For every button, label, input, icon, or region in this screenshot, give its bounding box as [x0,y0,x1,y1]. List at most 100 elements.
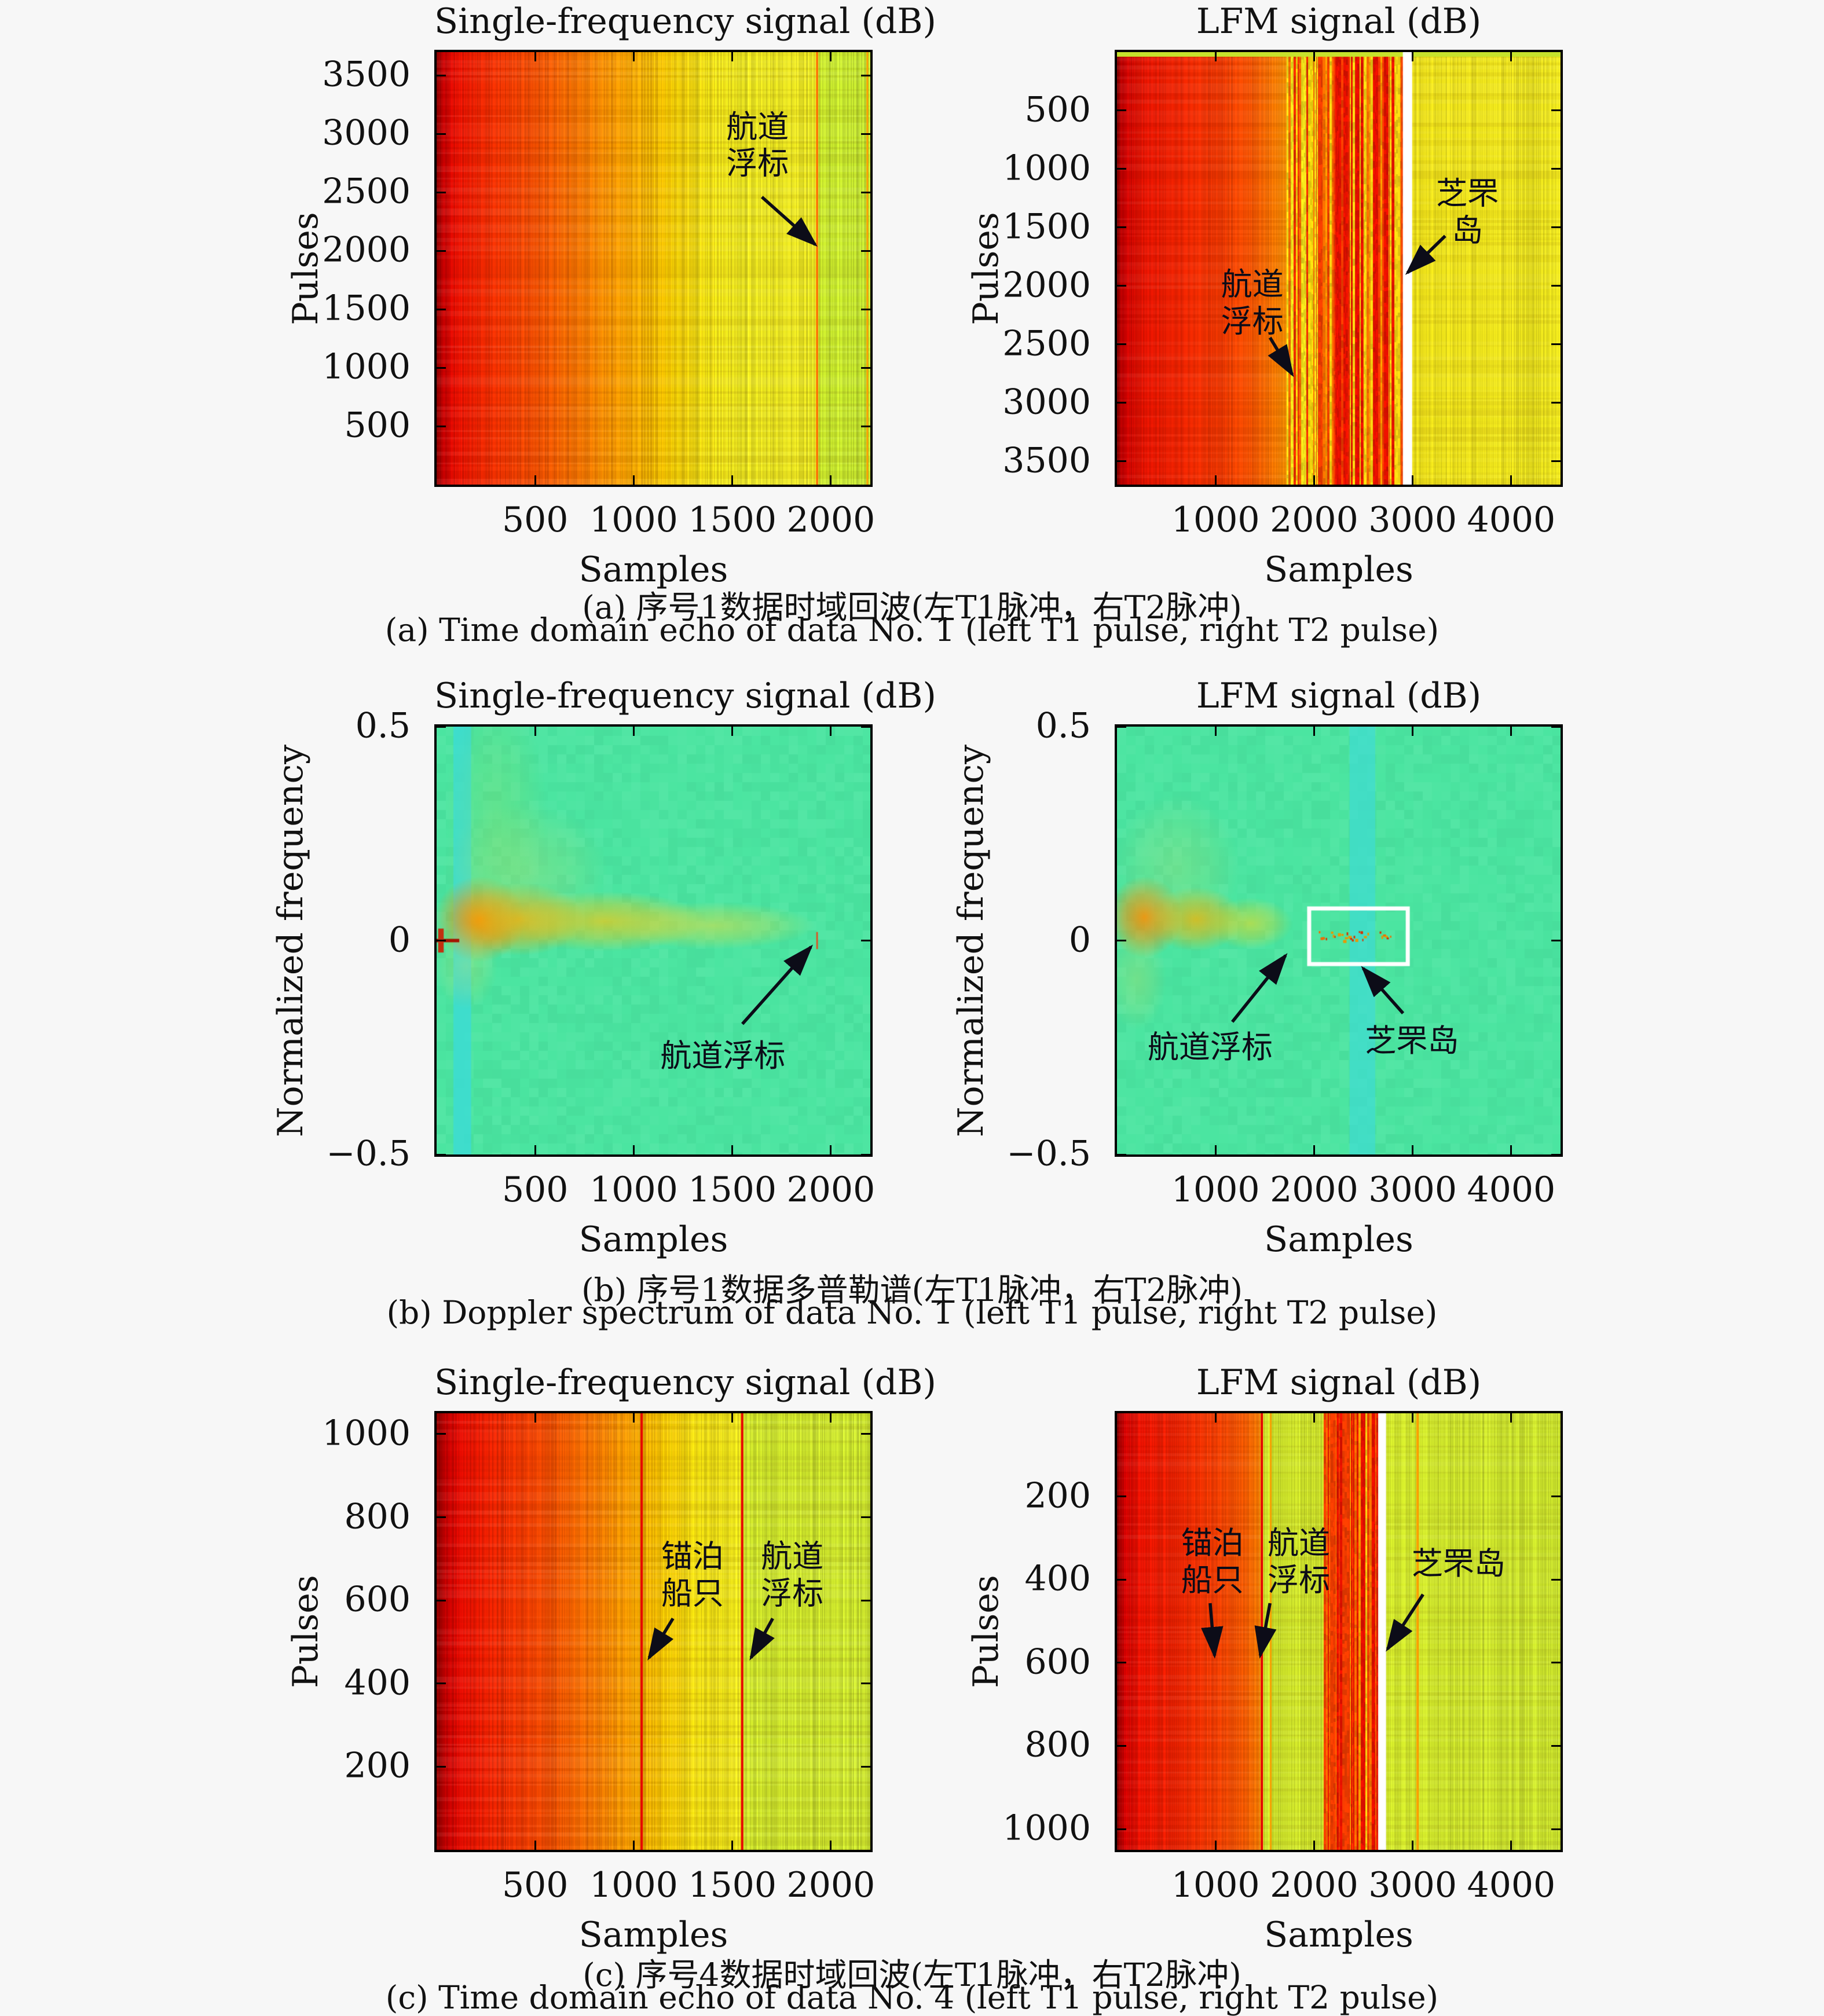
plot-area: 1000 2000 3000 4000 500 1000 1500 2000 2500 3000 3… [1002,50,1563,540]
plot-area: 1000 2000 3000 4000 200 400 600 800 1000 锚泊 船只 航道 … [1002,1411,1563,1905]
annotation-label: 芝罘岛 [1365,1022,1459,1060]
y-tick-label: 1000 [1002,148,1091,189]
y-tick-mark [1117,226,1126,229]
x-tick-mark [830,1145,832,1154]
x-tick-label: 4000 [1467,1170,1556,1210]
annotation-arrow [1361,966,1405,1014]
annotation-label: 芝罘岛 [1436,175,1499,249]
x-tick-mark [534,475,536,485]
y-tick-mark [1117,1153,1126,1156]
subplot-b-left-single-frequency: Single-frequency signal (dB) Normalized … [270,676,936,1260]
annotation-arrow [741,944,814,1025]
x-tick-label: 1000 [589,1865,678,1905]
caption-a-chinese: (a) 序号1数据时域回波(左T1脉冲，右T2脉冲) [582,589,1242,626]
annotation-arrow-layer [1231,953,1405,1023]
x-tick-mark [1412,475,1414,485]
plot-area: 1000 2000 3000 4000 0.5 0 −0.5 航道浮标 芝罘岛 [1006,706,1563,1210]
x-tick-label: 1000 [589,1170,678,1210]
y-tick-mark [437,1516,446,1519]
heatmap-canvas [437,727,870,1154]
subplot-c-right-lfm: LFM signal (dB) Pulses 1000 2000 3000 4000 2… [966,1362,1563,1955]
x-tick-label: 2000 [1270,1865,1358,1905]
y-tick-label: 800 [1024,1725,1091,1766]
x-tick-mark [534,1145,536,1154]
y-tick-mark [1117,1828,1126,1830]
annotation-arrow [749,1618,775,1661]
x-tick-mark [1214,727,1217,736]
y-tick-mark [1551,1744,1561,1747]
y-tick-mark [437,725,446,728]
y-tick-mark [1551,285,1561,287]
y-tick-label: 3000 [322,112,411,153]
subplot-a-right-lfm: LFM signal (dB) Pulses 1000 2000 3000 4000 5… [966,1,1563,590]
x-tick-mark [1510,52,1512,61]
y-tick-mark [861,725,870,728]
y-tick-mark [1551,168,1561,170]
y-tick-mark [1117,725,1126,728]
x-tick-label: 500 [501,500,569,540]
subplot-c-left-single-frequency: Single-frequency signal (dB) Pulses 500 1… [285,1362,936,1955]
x-tick-mark [1313,727,1315,736]
annotation-arrow-layer [647,1617,775,1661]
annotation-arrow [1231,953,1288,1023]
y-tick-mark [1117,1578,1126,1581]
annotation-arrow-layer [760,196,818,247]
x-tick-label: 2000 [786,1865,876,1905]
x-tick-label: 1000 [1171,500,1260,540]
x-tick-mark [1214,1841,1217,1850]
y-tick-mark [437,1433,446,1435]
x-tick-label: 1000 [1171,1865,1260,1905]
caption-c-english: (c) Time domain echo of data No. 4 (left… [385,1979,1439,2016]
x-tick-mark [830,1413,832,1423]
x-tick-mark [830,52,832,61]
y-tick-mark [861,366,870,369]
x-tick-mark [1412,1413,1414,1423]
y-tick-mark [437,250,446,252]
y-tick-label: 400 [344,1662,411,1703]
x-tick-label: 1500 [688,1170,777,1210]
x-tick-mark [731,475,734,485]
y-tick-mark [1551,109,1561,112]
plot-area: 500 1000 1500 2000 200 400 600 800 1000 锚泊 船只 航道 浮… [322,1411,875,1905]
y-tick-mark [1551,226,1561,229]
x-tick-label: 1000 [1171,1170,1260,1210]
y-tick-mark [861,425,870,427]
x-axis-label: Samples [1264,549,1413,590]
y-tick-label: 0 [1068,919,1091,961]
caption-b-english: (b) Doppler spectrum of data No. 1 (left… [386,1294,1438,1331]
y-tick-label: 3000 [1002,382,1091,423]
annotation-arrow [1405,234,1446,275]
x-tick-mark [830,1841,832,1850]
y-tick-label: 2000 [322,229,411,270]
y-tick-label: 1000 [322,346,411,387]
y-tick-mark [1551,402,1561,404]
x-tick-label: 1500 [688,500,777,540]
x-tick-mark [534,727,536,736]
x-tick-mark [534,52,536,61]
y-tick-mark [1551,460,1561,463]
x-tick-mark [1412,52,1414,61]
plot-title: LFM signal (dB) [1196,1,1482,42]
subplot-a-left-single-frequency: Single-frequency signal (dB) Pulses 500 1… [285,1,936,590]
x-tick-mark [731,52,734,61]
x-tick-label: 2000 [786,500,876,540]
y-tick-label: 2000 [1002,265,1091,306]
annotation-label: 锚泊 船只 [661,1538,724,1611]
y-tick-mark [1551,940,1561,941]
x-tick-mark [632,1413,635,1423]
y-tick-mark [437,425,446,427]
y-tick-label: 400 [1024,1558,1091,1599]
x-tick-mark [1510,475,1512,485]
x-tick-mark [1412,727,1414,736]
plot-title: Single-frequency signal (dB) [434,1,936,42]
y-tick-label: −0.5 [1006,1133,1091,1174]
y-tick-mark [1117,460,1126,463]
annotation-label: 航道浮标 [1147,1029,1273,1066]
y-tick-mark [861,1683,870,1685]
x-tick-mark [1313,1413,1315,1423]
y-tick-label: 500 [344,405,411,446]
plot-title: Single-frequency signal (dB) [434,676,936,716]
y-tick-mark [1117,1495,1126,1498]
x-tick-mark [1214,1413,1217,1423]
annotation-label: 航道 浮标 [726,108,789,182]
